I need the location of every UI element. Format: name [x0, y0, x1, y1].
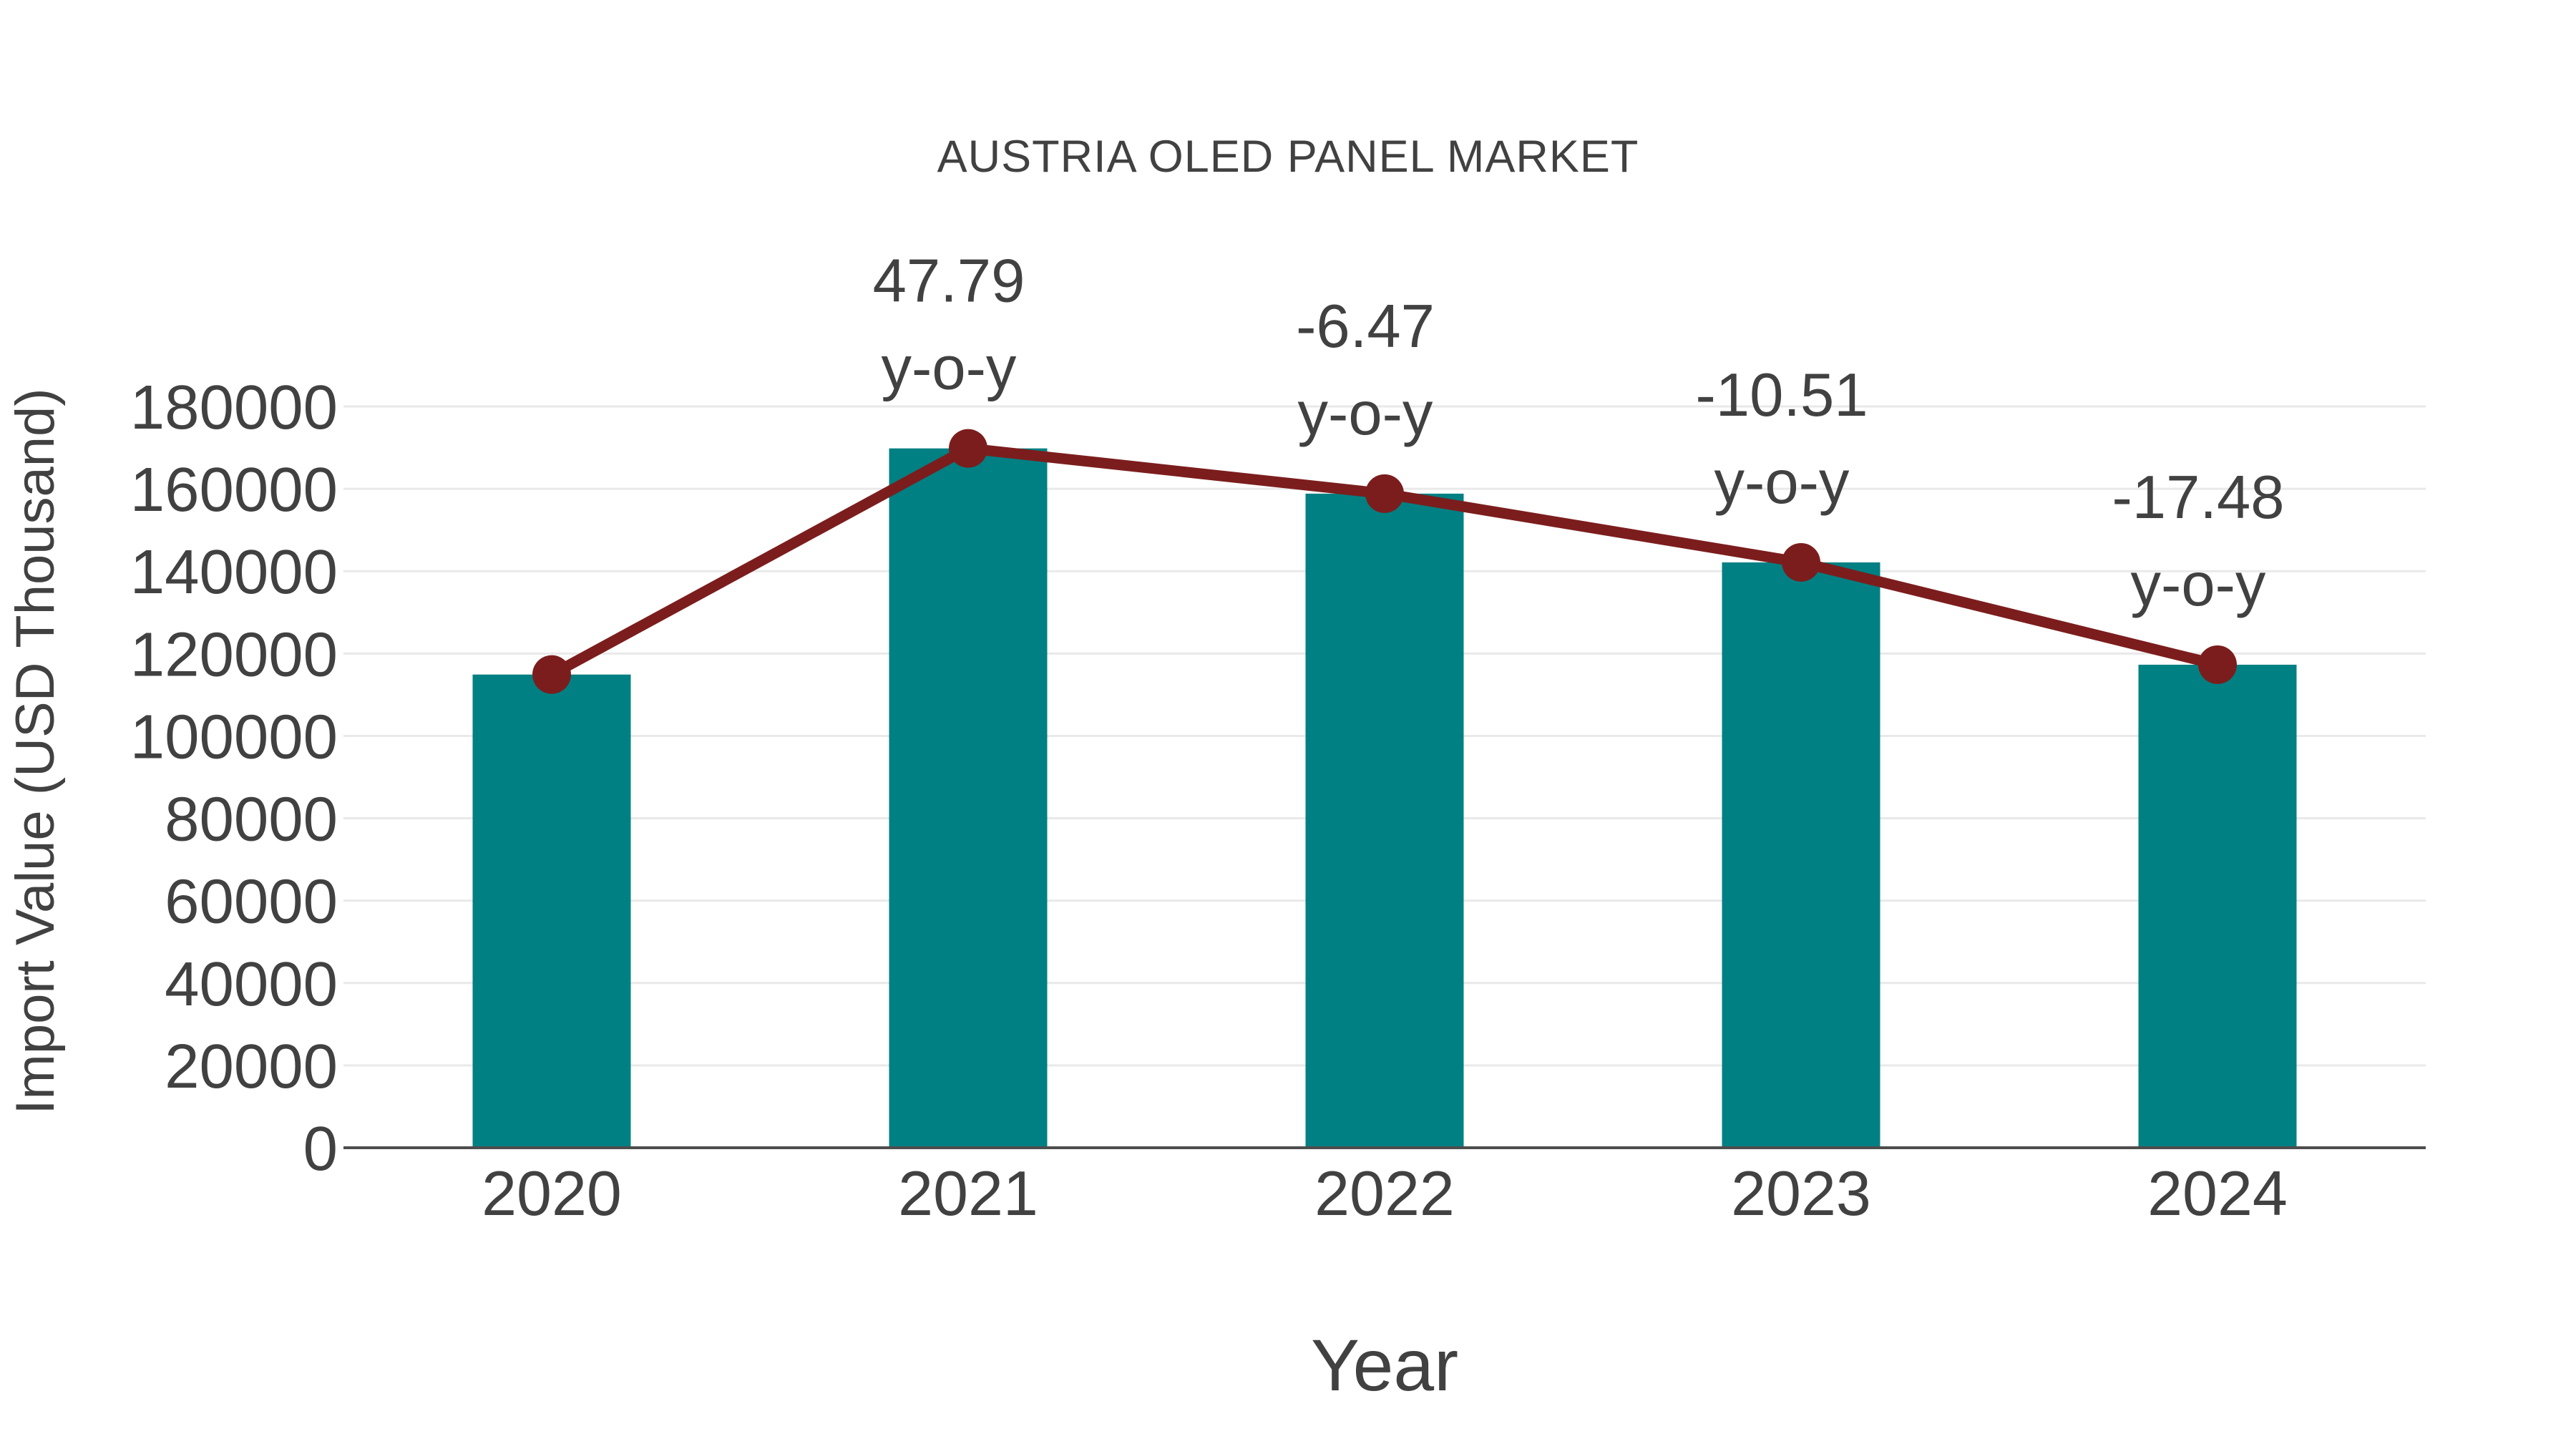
annotation-layer: 47.79 y-o-y -6.47 y-o-y -10.51 y-o-y -17.48 y-o… [873, 248, 2285, 619]
y-tick-labels: 0 20000 40000 60000 80000 100000 120000 140000 1… [130, 373, 338, 1184]
data-point-2024 [2198, 645, 2237, 684]
x-tick-label-2024: 2024 [2147, 1158, 2288, 1229]
bar-series-layer [472, 448, 2297, 1148]
y-tick-label-140000: 140000 [130, 537, 338, 607]
bar-2022 [1305, 493, 1464, 1148]
annotation-value-2022: -6.47 [1296, 293, 1435, 361]
data-point-2022 [1365, 474, 1404, 513]
y-tick-label-120000: 120000 [130, 620, 338, 689]
y-tick-label-80000: 80000 [165, 785, 338, 854]
x-tick-label-2021: 2021 [898, 1158, 1038, 1229]
annotation-yoy-2024: y-o-y [2131, 551, 2266, 619]
y-axis-title: Import Value (USD Thousand) [5, 388, 66, 1114]
chart-title: AUSTRIA OLED PANEL MARKET [937, 132, 1639, 182]
annotation-yoy-2022: y-o-y [1298, 380, 1433, 448]
line-series-layer [532, 429, 2237, 694]
y-tick-label-60000: 60000 [165, 867, 338, 937]
annotation-value-2021: 47.79 [873, 248, 1025, 316]
data-point-2023 [1782, 542, 1820, 582]
annotation-yoy-2021: y-o-y [882, 335, 1017, 403]
data-point-2021 [949, 429, 987, 468]
bar-2024 [2138, 664, 2297, 1148]
bar-2021 [889, 448, 1048, 1148]
bar-2023 [1722, 562, 1880, 1148]
x-axis-title: Year [1311, 1324, 1458, 1406]
x-tick-labels: 2020 2021 2022 2023 2024 [482, 1158, 2288, 1229]
y-tick-label-180000: 180000 [130, 373, 338, 442]
y-tick-label-160000: 160000 [130, 455, 338, 525]
bar-2020 [472, 674, 631, 1148]
data-point-2020 [532, 655, 571, 694]
y-tick-label-40000: 40000 [165, 950, 338, 1019]
x-tick-label-2023: 2023 [1731, 1158, 1871, 1229]
annotation-yoy-2023: y-o-y [1714, 449, 1850, 517]
x-tick-label-2020: 2020 [482, 1158, 622, 1229]
y-tick-label-0: 0 [303, 1114, 338, 1184]
annotation-value-2024: -17.48 [2112, 464, 2284, 532]
y-tick-label-100000: 100000 [130, 702, 338, 771]
y-tick-label-20000: 20000 [165, 1032, 338, 1101]
annotation-value-2023: -10.51 [1695, 361, 1868, 429]
x-tick-label-2022: 2022 [1314, 1158, 1455, 1229]
